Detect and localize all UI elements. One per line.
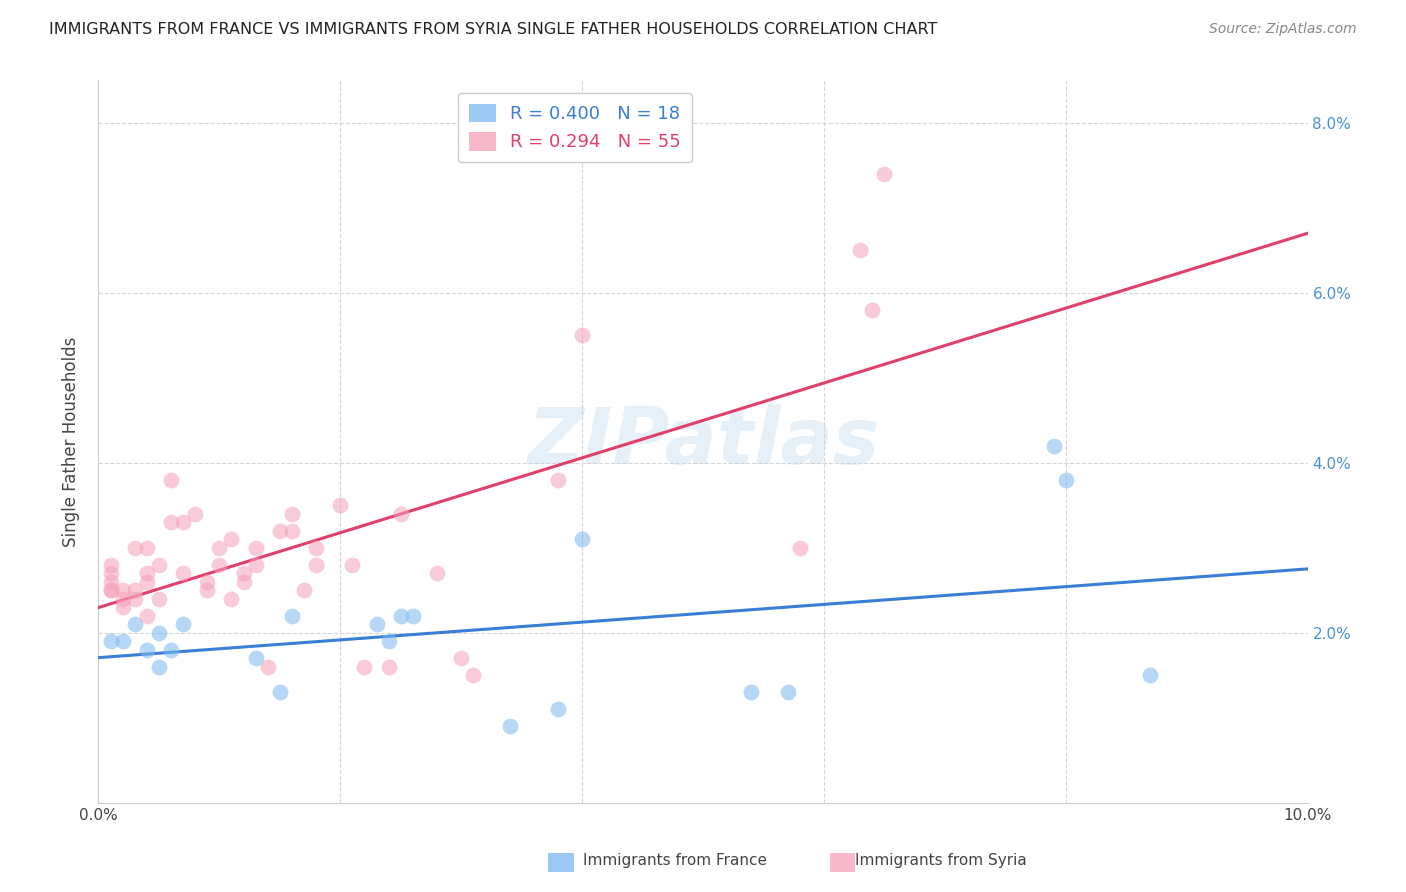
Point [305,541,328,555]
Point [221,591,243,606]
Text: ZIPatlas: ZIPatlas [527,403,879,480]
Point [281,608,304,623]
Point [849,244,872,258]
Point [269,685,291,699]
Point [221,533,243,547]
Point [860,302,883,317]
Point [245,558,267,572]
Point [111,634,134,648]
Point [571,533,593,547]
Point [269,524,291,538]
Point [463,668,485,682]
Point [547,473,569,487]
Point [873,167,896,181]
Text: Immigrants from France: Immigrants from France [583,854,768,868]
Point [100,574,122,589]
Point [342,558,364,572]
Point [366,617,388,632]
Point [160,516,183,530]
Point [245,541,267,555]
Point [789,541,811,555]
Point [389,608,412,623]
Point [353,660,375,674]
Point [547,702,569,716]
Point [111,591,134,606]
Point [1042,439,1064,453]
Point [148,558,170,572]
Point [281,507,304,521]
Point [148,591,170,606]
Point [426,566,449,581]
Point [124,591,146,606]
Point [389,507,412,521]
Point [208,541,231,555]
Point [172,617,194,632]
Point [571,328,593,343]
Legend: R = 0.400   N = 18, R = 0.294   N = 55: R = 0.400 N = 18, R = 0.294 N = 55 [458,93,692,162]
Text: Source: ZipAtlas.com: Source: ZipAtlas.com [1209,22,1357,37]
Point [245,651,267,665]
Point [498,719,520,733]
Point [160,473,183,487]
Text: IMMIGRANTS FROM FRANCE VS IMMIGRANTS FROM SYRIA SINGLE FATHER HOUSEHOLDS CORRELA: IMMIGRANTS FROM FRANCE VS IMMIGRANTS FRO… [49,22,938,37]
Point [100,566,122,581]
Point [208,558,231,572]
Point [124,583,146,598]
Point [135,642,157,657]
Point [184,507,207,521]
Point [450,651,472,665]
Text: Immigrants from Syria: Immigrants from Syria [855,854,1026,868]
Point [377,634,399,648]
Point [135,566,157,581]
Point [329,498,352,512]
Y-axis label: Single Father Households: Single Father Households [62,336,80,547]
Point [135,541,157,555]
Point [111,583,134,598]
Point [172,516,194,530]
Point [256,660,278,674]
Point [111,600,134,615]
Point [740,685,762,699]
Point [1139,668,1161,682]
Point [172,566,194,581]
Point [100,558,122,572]
Point [124,541,146,555]
Point [160,642,183,657]
Point [195,574,218,589]
Point [100,583,122,598]
Point [776,685,799,699]
Point [148,660,170,674]
Point [281,524,304,538]
Point [124,617,146,632]
Point [377,660,399,674]
Point [232,566,254,581]
Point [402,608,425,623]
Point [195,583,218,598]
Point [148,625,170,640]
Point [100,634,122,648]
Point [305,558,328,572]
Point [1054,473,1077,487]
Point [135,608,157,623]
Point [100,583,122,598]
Point [135,574,157,589]
Point [232,574,254,589]
Point [292,583,315,598]
